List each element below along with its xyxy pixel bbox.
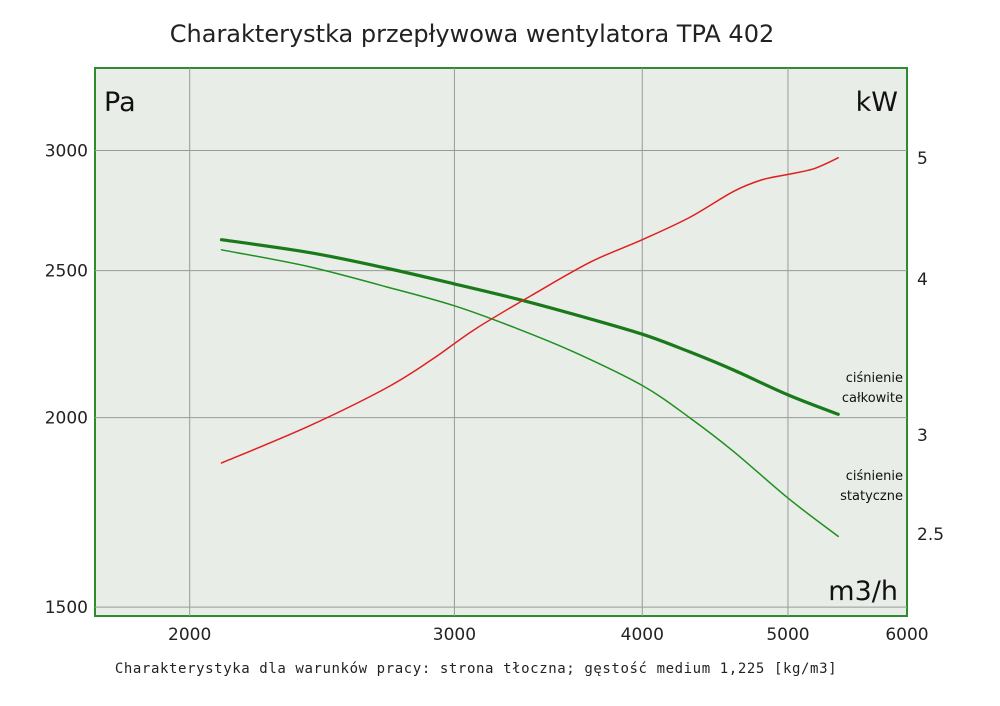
tick-labels: 2000 3000 4000 5000 6000 1500 2000 2500 3000 2.5 3… [45,141,944,645]
y-left-tick-label: 2000 [45,409,88,429]
grid [95,68,907,616]
y-left-tick-label: 2500 [45,262,88,282]
chart-subtitle: Charakterystyka dla warunków pracy: stro… [115,661,837,677]
svg-text:statyczne: statyczne [840,489,903,504]
plot-area [94,67,908,617]
x-tick-label: 3000 [433,625,476,645]
total-pressure-line [219,238,840,416]
static-pressure-label: ciśnienie statyczne [840,469,903,504]
power-line [220,157,839,464]
y-right-unit: kW [856,87,898,118]
y-right-tick-label: 4 [917,270,928,290]
x-tick-label: 2000 [168,625,211,645]
static-pressure-line [220,249,839,538]
series-group [219,157,840,538]
y-left-tick-label: 3000 [45,141,88,161]
x-unit: m3/h [828,576,898,607]
svg-text:całkowite: całkowite [842,391,903,406]
y-left-tick-label: 1500 [45,598,88,618]
chart-title: Charakterystka przepływowa wentylatora T… [170,20,774,48]
x-tick-label: 4000 [621,625,664,645]
total-pressure-label: ciśnienie całkowite [842,371,903,406]
y-right-tick-label: 3 [917,426,928,446]
y-right-tick-label: 2.5 [917,525,944,545]
svg-text:ciśnienie: ciśnienie [846,371,903,386]
svg-text:ciśnienie: ciśnienie [846,469,903,484]
x-tick-label: 5000 [766,625,809,645]
y-left-unit: Pa [104,87,136,118]
x-tick-label: 6000 [885,625,928,645]
y-right-tick-label: 5 [917,149,928,169]
